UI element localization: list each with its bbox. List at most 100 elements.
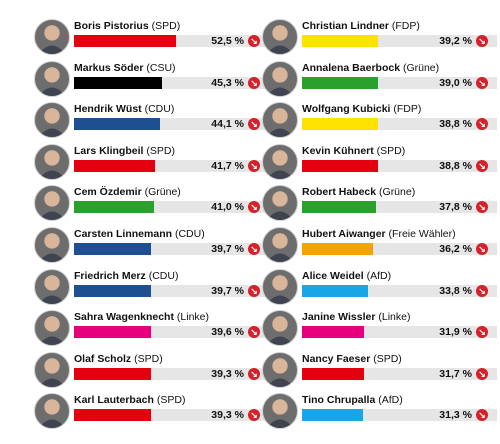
party-label: (Linke) — [375, 311, 411, 324]
trend-down-icon: ↘ — [476, 243, 488, 255]
politician-row: Markus Söder (CSU) 45,3 % ↘ — [34, 60, 270, 101]
politician-row: Wolfgang Kubicki (FDP) 38,8 % ↘ — [262, 101, 498, 142]
politician-label: Markus Söder (CSU) — [74, 62, 176, 75]
politician-name: Lars Klingbeil — [74, 144, 144, 157]
avatar — [34, 60, 70, 97]
politician-row: Tino Chrupalla (AfD) 31,3 % ↘ — [262, 392, 498, 433]
value-label: 39,2 % — [439, 35, 472, 47]
party-label: (SPD) — [148, 20, 181, 32]
value-label: 36,2 % — [439, 243, 472, 255]
avatar — [34, 19, 70, 55]
politician-label: Christian Lindner (FDP) — [302, 20, 420, 33]
trend-down-icon: ↘ — [248, 118, 260, 131]
politician-row: Friedrich Merz (CDU) 39,7 % ↘ — [34, 268, 270, 309]
value-bar — [302, 201, 376, 214]
trend-down-icon: ↘ — [476, 326, 488, 339]
politician-name: Hubert Aiwanger — [302, 228, 386, 240]
value-label: 39,7 % — [211, 284, 244, 297]
value-label: 45,3 % — [211, 76, 244, 89]
politician-row: Robert Habeck (Grüne) 37,8 % ↘ — [262, 184, 498, 225]
politician-row: Annalena Baerbock (Grüne) 39,0 % ↘ — [262, 60, 498, 101]
politician-row: Hendrik Wüst (CDU) 44,1 % ↘ — [34, 101, 270, 142]
value-label: 39,3 % — [211, 367, 244, 380]
value-label: 39,0 % — [439, 76, 472, 89]
politician-name: Boris Pistorius — [74, 20, 149, 32]
bar-track — [74, 159, 269, 172]
avatar — [262, 227, 298, 263]
party-label: (CSU) — [143, 61, 176, 74]
avatar — [262, 185, 298, 222]
value-bar — [302, 118, 378, 131]
politician-label: Cem Özdemir (Grüne) — [74, 186, 181, 199]
value-label: 41,0 % — [211, 201, 244, 214]
value-bar — [302, 284, 368, 297]
trend-down-icon: ↘ — [476, 35, 488, 47]
party-label: (Linke) — [173, 311, 209, 324]
politician-row: Lars Klingbeil (SPD) 41,7 % ↘ — [34, 143, 270, 184]
avatar — [262, 60, 298, 97]
politician-name: Sahra Wagenknecht — [74, 311, 174, 324]
avatar — [262, 143, 298, 180]
politician-name: Annalena Baerbock — [302, 61, 401, 74]
politician-label: Sahra Wagenknecht (Linke) — [74, 311, 209, 324]
value-bar — [302, 76, 379, 89]
value-bar — [302, 35, 379, 47]
value-bar — [302, 326, 365, 339]
avatar — [34, 185, 70, 222]
politician-name: Robert Habeck — [302, 186, 377, 199]
politician-label: Lars Klingbeil (SPD) — [74, 145, 175, 158]
bar-track — [302, 118, 497, 131]
value-bar — [74, 118, 160, 131]
politician-row: Kevin Kühnert (SPD) 38,8 % ↘ — [262, 143, 498, 184]
party-label: (SPD) — [131, 352, 163, 365]
avatar — [34, 227, 70, 263]
value-label: 31,7 % — [439, 367, 472, 380]
politician-name: Kevin Kühnert — [302, 144, 374, 157]
politician-row: Cem Özdemir (Grüne) 41,0 % ↘ — [34, 184, 270, 225]
politician-label: Hubert Aiwanger (Freie Wähler) — [302, 228, 456, 241]
bar-track — [302, 326, 497, 339]
bar-track — [302, 243, 497, 255]
avatar — [262, 310, 298, 347]
politician-label: Nancy Faeser (SPD) — [302, 353, 402, 366]
politician-name: Markus Söder — [74, 61, 144, 74]
value-label: 38,8 % — [439, 159, 472, 172]
party-label: (FDP) — [390, 103, 422, 116]
politician-label: Friedrich Merz (CDU) — [74, 270, 178, 283]
trend-down-icon: ↘ — [248, 367, 260, 380]
value-label: 39,3 % — [211, 409, 244, 422]
avatar — [34, 268, 70, 305]
value-bar — [74, 409, 151, 422]
politician-name: Tino Chrupalla — [302, 394, 376, 407]
value-label: 38,8 % — [439, 118, 472, 131]
bar-track — [302, 35, 497, 47]
politician-row: Boris Pistorius (SPD) 52,5 % ↘ — [34, 18, 270, 59]
value-bar — [302, 243, 373, 255]
bar-track — [74, 326, 269, 339]
politician-name: Carsten Linnemann — [74, 228, 173, 240]
party-label: (Grüne) — [400, 61, 440, 74]
trend-down-icon: ↘ — [476, 409, 488, 422]
bar-track — [74, 118, 269, 131]
party-label: (FDP) — [388, 20, 420, 32]
avatar — [34, 143, 70, 180]
bar-track — [302, 201, 497, 214]
avatar — [34, 310, 70, 347]
trend-down-icon: ↘ — [248, 35, 260, 47]
politician-name: Nancy Faeser — [302, 352, 371, 365]
trend-down-icon: ↘ — [248, 409, 260, 422]
bar-track — [302, 367, 497, 380]
trend-down-icon: ↘ — [476, 367, 488, 380]
value-bar — [74, 243, 152, 255]
politician-row: Carsten Linnemann (CDU) 39,7 % ↘ — [34, 226, 270, 267]
avatar — [262, 268, 298, 305]
bar-track — [302, 76, 497, 89]
bar-track — [74, 409, 269, 422]
politician-row: Alice Weidel (AfD) 33,8 % ↘ — [262, 268, 498, 309]
value-label: 31,9 % — [439, 326, 472, 339]
trend-down-icon: ↘ — [476, 118, 488, 131]
politician-name: Christian Lindner — [302, 20, 389, 32]
avatar — [34, 393, 70, 430]
bar-track — [74, 284, 269, 297]
politician-name: Olaf Scholz — [74, 352, 132, 365]
